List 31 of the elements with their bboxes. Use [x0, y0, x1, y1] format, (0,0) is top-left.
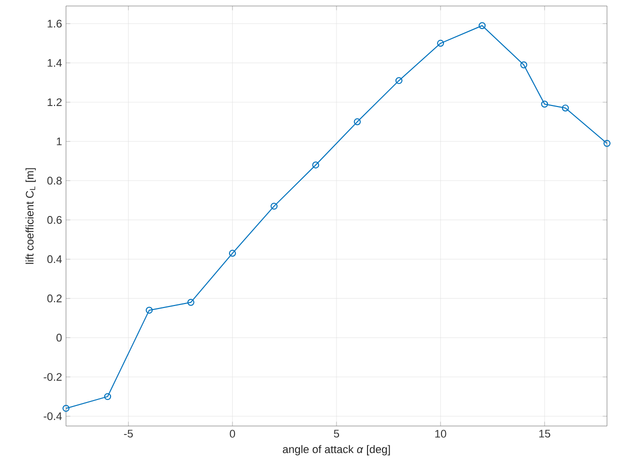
point — [104, 393, 112, 400]
x-tick-label: 0 — [230, 430, 236, 438]
y-tick-label: 0.6 — [47, 216, 62, 224]
point — [228, 250, 236, 257]
point — [562, 104, 569, 112]
y-tick-label: 0.4 — [47, 255, 62, 264]
point — [520, 61, 528, 68]
y-tick-label: 0.2 — [47, 294, 62, 302]
point — [478, 22, 486, 30]
y-tick-label: -0.4 — [44, 412, 62, 420]
x-tick-label: 5 — [334, 430, 340, 438]
point — [270, 202, 278, 210]
point — [395, 77, 402, 84]
y-tick-label: 1.2 — [48, 98, 62, 106]
x-tick-label: 15 — [539, 430, 550, 438]
y-tick-label: 1.4 — [48, 59, 62, 67]
point — [146, 306, 153, 314]
y-tick-label: -0.2 — [44, 373, 62, 381]
point — [312, 161, 320, 168]
x-tick-label: -5 — [124, 430, 133, 438]
x-tick-label: 10 — [435, 430, 446, 438]
y-tick-label: 1 — [56, 138, 62, 146]
x-axis-title: angle of attack α [deg] — [282, 445, 390, 456]
y-axis-title: lift coefficient C$_{L}$ [m] — [26, 168, 36, 264]
point — [437, 40, 444, 47]
y-tick-label: 1.6 — [48, 20, 62, 28]
point — [354, 118, 361, 126]
point — [541, 100, 548, 108]
point — [187, 298, 194, 306]
y-tick-label: 0.8 — [47, 176, 62, 185]
y-tick-label: 0 — [56, 334, 62, 342]
